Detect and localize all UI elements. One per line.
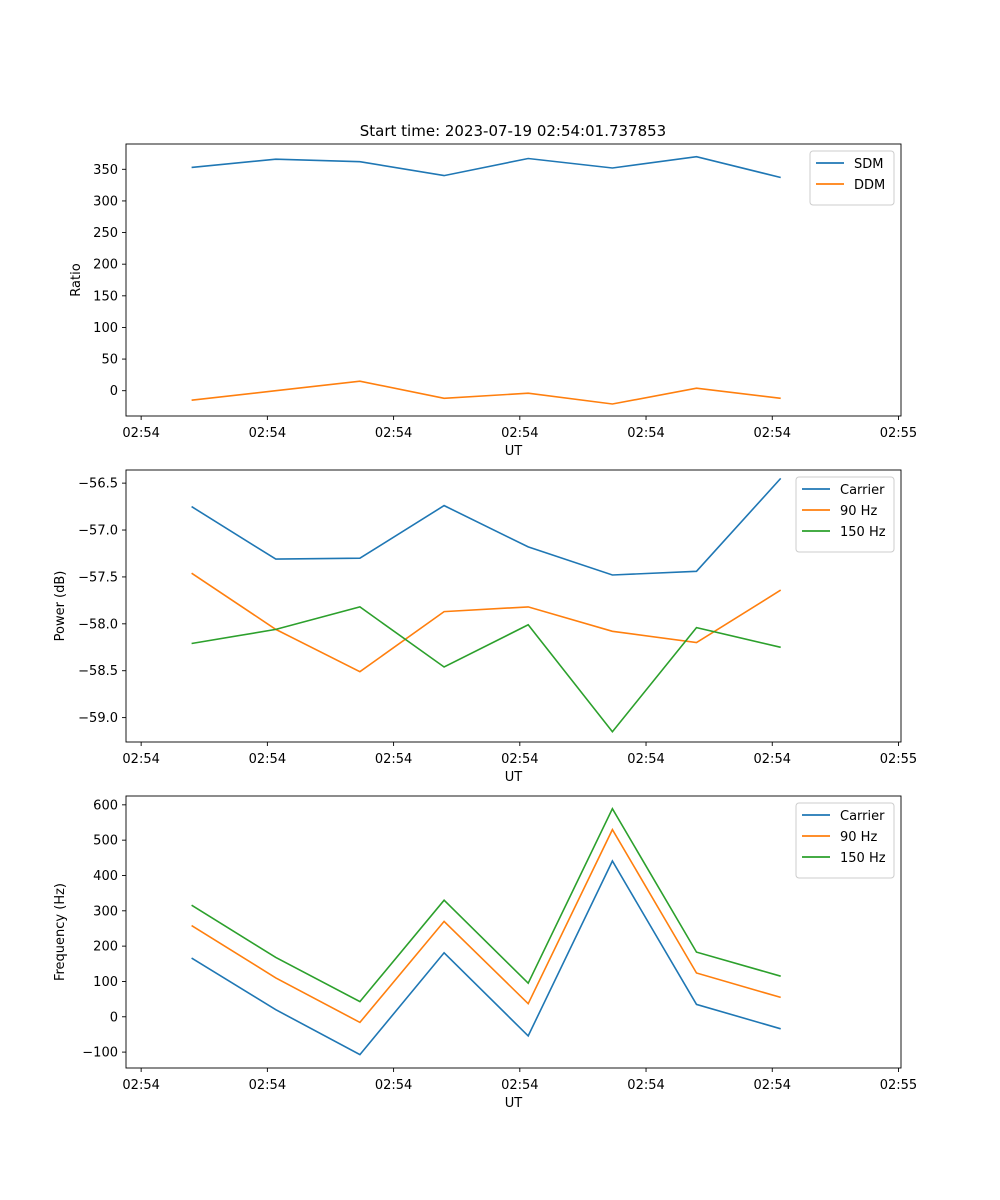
legend: Carrier 90 Hz 150 Hz: [795, 802, 895, 879]
y-tick-label: −100: [82, 1046, 118, 1061]
y-tick-label: 250: [93, 226, 118, 241]
legend-frame: [795, 802, 895, 879]
y-tick-label: 0: [110, 384, 118, 399]
legend-label: SDM: [854, 157, 883, 172]
y-tick-label: 400: [93, 869, 118, 884]
series-line-150-hz: [191, 606, 781, 733]
legend-frame: [795, 476, 895, 553]
chart-panel-3: 02:54 02:54 02:54 02:54 02:54 02:54 02:55 −100 0…: [53, 795, 917, 1111]
x-tick-label: 02:54: [122, 1078, 159, 1093]
y-tick-label: 200: [93, 940, 118, 955]
chart-panel-2: 02:54 02:54 02:54 02:54 02:54 02:54 02:55 −59.0…: [53, 469, 917, 785]
x-tick-label: 02:54: [754, 752, 791, 767]
x-tick-label: 02:54: [122, 752, 159, 767]
x-tick-label: 02:54: [249, 752, 286, 767]
x-tick-label: 02:54: [122, 426, 159, 441]
legend: Carrier 90 Hz 150 Hz: [795, 476, 895, 553]
y-tick-label: −59.0: [78, 711, 118, 726]
y-tick-label: 150: [93, 289, 118, 304]
x-tick-label: 02:54: [627, 1078, 664, 1093]
y-tick-label: 350: [93, 163, 118, 178]
y-tick-label: −56.5: [78, 477, 118, 492]
y-tick-label: 600: [93, 798, 118, 813]
x-tick-label: 02:55: [880, 752, 917, 767]
x-tick-label: 02:54: [375, 426, 412, 441]
y-tick-label: 200: [93, 258, 118, 273]
axes-frame: [125, 795, 902, 1069]
legend-label: Carrier: [840, 809, 885, 824]
series-line-90-hz: [191, 827, 781, 1024]
legend-frame: [809, 150, 895, 206]
y-axis-label: Ratio: [69, 263, 84, 296]
y-axis-label: Frequency (Hz): [53, 883, 68, 981]
y-tick-label: 500: [93, 834, 118, 849]
y-tick-label: 300: [93, 904, 118, 919]
x-axis-label: UT: [505, 444, 523, 459]
y-tick-label: 100: [93, 975, 118, 990]
y-tick-label: 300: [93, 194, 118, 209]
series-line-carrier: [191, 859, 781, 1056]
x-tick-label: 02:54: [375, 1078, 412, 1093]
x-tick-label: 02:54: [249, 426, 286, 441]
x-tick-label: 02:54: [501, 426, 538, 441]
axes-frame: [125, 143, 902, 417]
figure-title: Start time: 2023-07-19 02:54:01.737853: [360, 122, 666, 140]
y-tick-label: 100: [93, 321, 118, 336]
series-line-90-hz: [191, 572, 782, 673]
y-tick-label: 0: [110, 1010, 118, 1025]
x-tick-label: 02:54: [754, 426, 791, 441]
series-line-sdm: [191, 155, 781, 179]
legend: SDM DDM: [809, 150, 895, 206]
y-tick-label: 50: [101, 353, 118, 368]
x-tick-label: 02:54: [501, 1078, 538, 1093]
series-line-carrier: [191, 477, 782, 576]
series-line-ddm: [191, 380, 781, 405]
y-tick-label: −58.5: [78, 664, 118, 679]
x-tick-label: 02:54: [375, 752, 412, 767]
x-axis-label: UT: [505, 1096, 523, 1111]
y-axis-label: Power (dB): [53, 571, 68, 642]
axes-frame: [125, 469, 902, 743]
y-tick-label: −57.5: [78, 570, 118, 585]
legend-label: DDM: [854, 178, 885, 193]
legend-label: 90 Hz: [840, 830, 877, 845]
x-tick-label: 02:55: [880, 426, 917, 441]
y-tick-label: −57.0: [78, 524, 118, 539]
legend-label: 90 Hz: [840, 504, 877, 519]
chart-panel-1: 02:54 02:54 02:54 02:54 02:54 02:54 02:55 0 50 10…: [69, 143, 917, 459]
x-tick-label: 02:54: [627, 752, 664, 767]
x-tick-label: 02:54: [627, 426, 664, 441]
x-tick-label: 02:54: [501, 752, 538, 767]
legend-label: 150 Hz: [840, 851, 886, 866]
series-line-150-hz: [191, 807, 781, 1003]
x-tick-label: 02:54: [754, 1078, 791, 1093]
legend-label: 150 Hz: [840, 525, 886, 540]
x-tick-label: 02:54: [249, 1078, 286, 1093]
legend-label: Carrier: [840, 483, 885, 498]
x-tick-label: 02:55: [880, 1078, 917, 1093]
x-axis-label: UT: [505, 770, 523, 785]
y-tick-label: −58.0: [78, 617, 118, 632]
